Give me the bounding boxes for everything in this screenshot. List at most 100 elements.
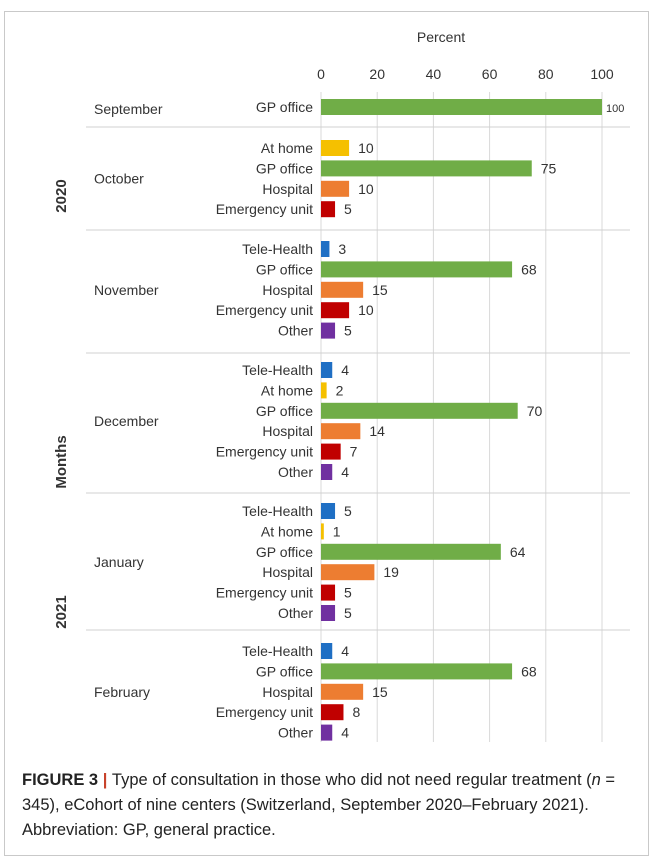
category-label: Emergency unit xyxy=(216,585,313,601)
bar xyxy=(321,585,335,601)
data-label: 68 xyxy=(521,261,537,277)
category-label: GP office xyxy=(256,261,313,277)
month-label: September xyxy=(94,101,163,117)
bar xyxy=(321,663,512,679)
bar xyxy=(321,544,501,560)
x-tick-label-3: 60 xyxy=(482,66,498,82)
month-label: December xyxy=(94,413,159,429)
category-label: Hospital xyxy=(262,684,313,700)
month-label: January xyxy=(94,554,144,570)
bar xyxy=(321,704,343,720)
bar xyxy=(321,684,363,700)
caption-text-a: Type of consultation in those who did no… xyxy=(112,771,592,789)
bar xyxy=(321,523,324,539)
month-label: February xyxy=(94,684,150,700)
bar xyxy=(321,302,349,318)
category-label: At home xyxy=(261,140,313,156)
data-label: 70 xyxy=(527,403,543,419)
category-label: Other xyxy=(278,605,313,621)
data-label: 8 xyxy=(352,704,360,720)
data-label: 10 xyxy=(358,181,374,197)
category-label: GP office xyxy=(256,160,313,176)
bar xyxy=(321,160,532,176)
category-label: GP office xyxy=(256,663,313,679)
category-label: Tele-Health xyxy=(242,241,313,257)
bar xyxy=(321,181,349,197)
month-label: November xyxy=(94,282,159,298)
bar xyxy=(321,503,335,519)
category-label: Other xyxy=(278,725,313,741)
horizontal-bar-chart: 0 20 40 60 80 100 Percent GP office 100 September… xyxy=(0,0,655,760)
category-label: Other xyxy=(278,323,313,339)
category-label: Emergency unit xyxy=(216,444,313,460)
data-label: 75 xyxy=(541,160,557,176)
caption-separator: | xyxy=(98,771,112,789)
x-tick-label-4: 80 xyxy=(538,66,554,82)
category-label: At home xyxy=(261,523,313,539)
data-label: 2 xyxy=(336,382,344,398)
data-label: 5 xyxy=(344,605,352,621)
data-label: 10 xyxy=(358,302,374,318)
bar xyxy=(321,605,335,621)
bar xyxy=(321,99,602,115)
data-label: 1 xyxy=(333,523,341,539)
year-label-2021: 2021 xyxy=(53,595,70,628)
data-label: 64 xyxy=(510,544,526,560)
bar xyxy=(321,241,329,257)
bar xyxy=(321,403,518,419)
category-label: Hospital xyxy=(262,181,313,197)
category-label: Tele-Health xyxy=(242,362,313,378)
x-tick-label-5: 100 xyxy=(590,66,614,82)
data-label: 5 xyxy=(344,323,352,339)
data-label: 5 xyxy=(344,585,352,601)
figure-caption: FIGURE 3 | Type of consultation in those… xyxy=(22,768,634,843)
data-label: 100 xyxy=(606,103,624,115)
data-label: 14 xyxy=(369,423,385,439)
bar xyxy=(321,261,512,277)
data-label: 3 xyxy=(338,241,346,257)
x-axis-title: Percent xyxy=(417,29,465,45)
data-label: 5 xyxy=(344,201,352,217)
x-tick-label-0: 0 xyxy=(317,66,325,82)
month-label: October xyxy=(94,171,144,187)
bar xyxy=(321,444,341,460)
bar xyxy=(321,564,374,580)
bar xyxy=(321,140,349,156)
data-label: 4 xyxy=(341,643,349,659)
category-label: Hospital xyxy=(262,423,313,439)
category-label: GP office xyxy=(256,403,313,419)
category-label: Hospital xyxy=(262,282,313,298)
data-label: 15 xyxy=(372,684,388,700)
x-tick-label-2: 40 xyxy=(426,66,442,82)
x-tick-label-1: 20 xyxy=(369,66,385,82)
bar xyxy=(321,643,332,659)
data-label: 68 xyxy=(521,663,537,679)
bar xyxy=(321,464,332,480)
data-label: 7 xyxy=(350,444,358,460)
y-axis-title: Months xyxy=(53,435,70,488)
bar xyxy=(321,725,332,741)
plot-background xyxy=(38,28,630,744)
data-label: 19 xyxy=(383,564,399,580)
bar xyxy=(321,282,363,298)
bar xyxy=(321,423,360,439)
data-label: 4 xyxy=(341,464,349,480)
data-label: 10 xyxy=(358,140,374,156)
category-label: Tele-Health xyxy=(242,643,313,659)
category-label: GP office xyxy=(256,99,313,115)
category-label: At home xyxy=(261,382,313,398)
category-label: GP office xyxy=(256,544,313,560)
category-label: Emergency unit xyxy=(216,704,313,720)
category-label: Other xyxy=(278,464,313,480)
data-label: 4 xyxy=(341,362,349,378)
category-label: Hospital xyxy=(262,564,313,580)
bar xyxy=(321,382,327,398)
bar xyxy=(321,323,335,339)
year-label-2020: 2020 xyxy=(53,179,70,212)
bar xyxy=(321,201,335,217)
data-label: 4 xyxy=(341,725,349,741)
data-label: 15 xyxy=(372,282,388,298)
figure-label: FIGURE 3 xyxy=(22,771,98,789)
caption-n-symbol: n xyxy=(592,771,601,789)
category-label: Emergency unit xyxy=(216,201,313,217)
